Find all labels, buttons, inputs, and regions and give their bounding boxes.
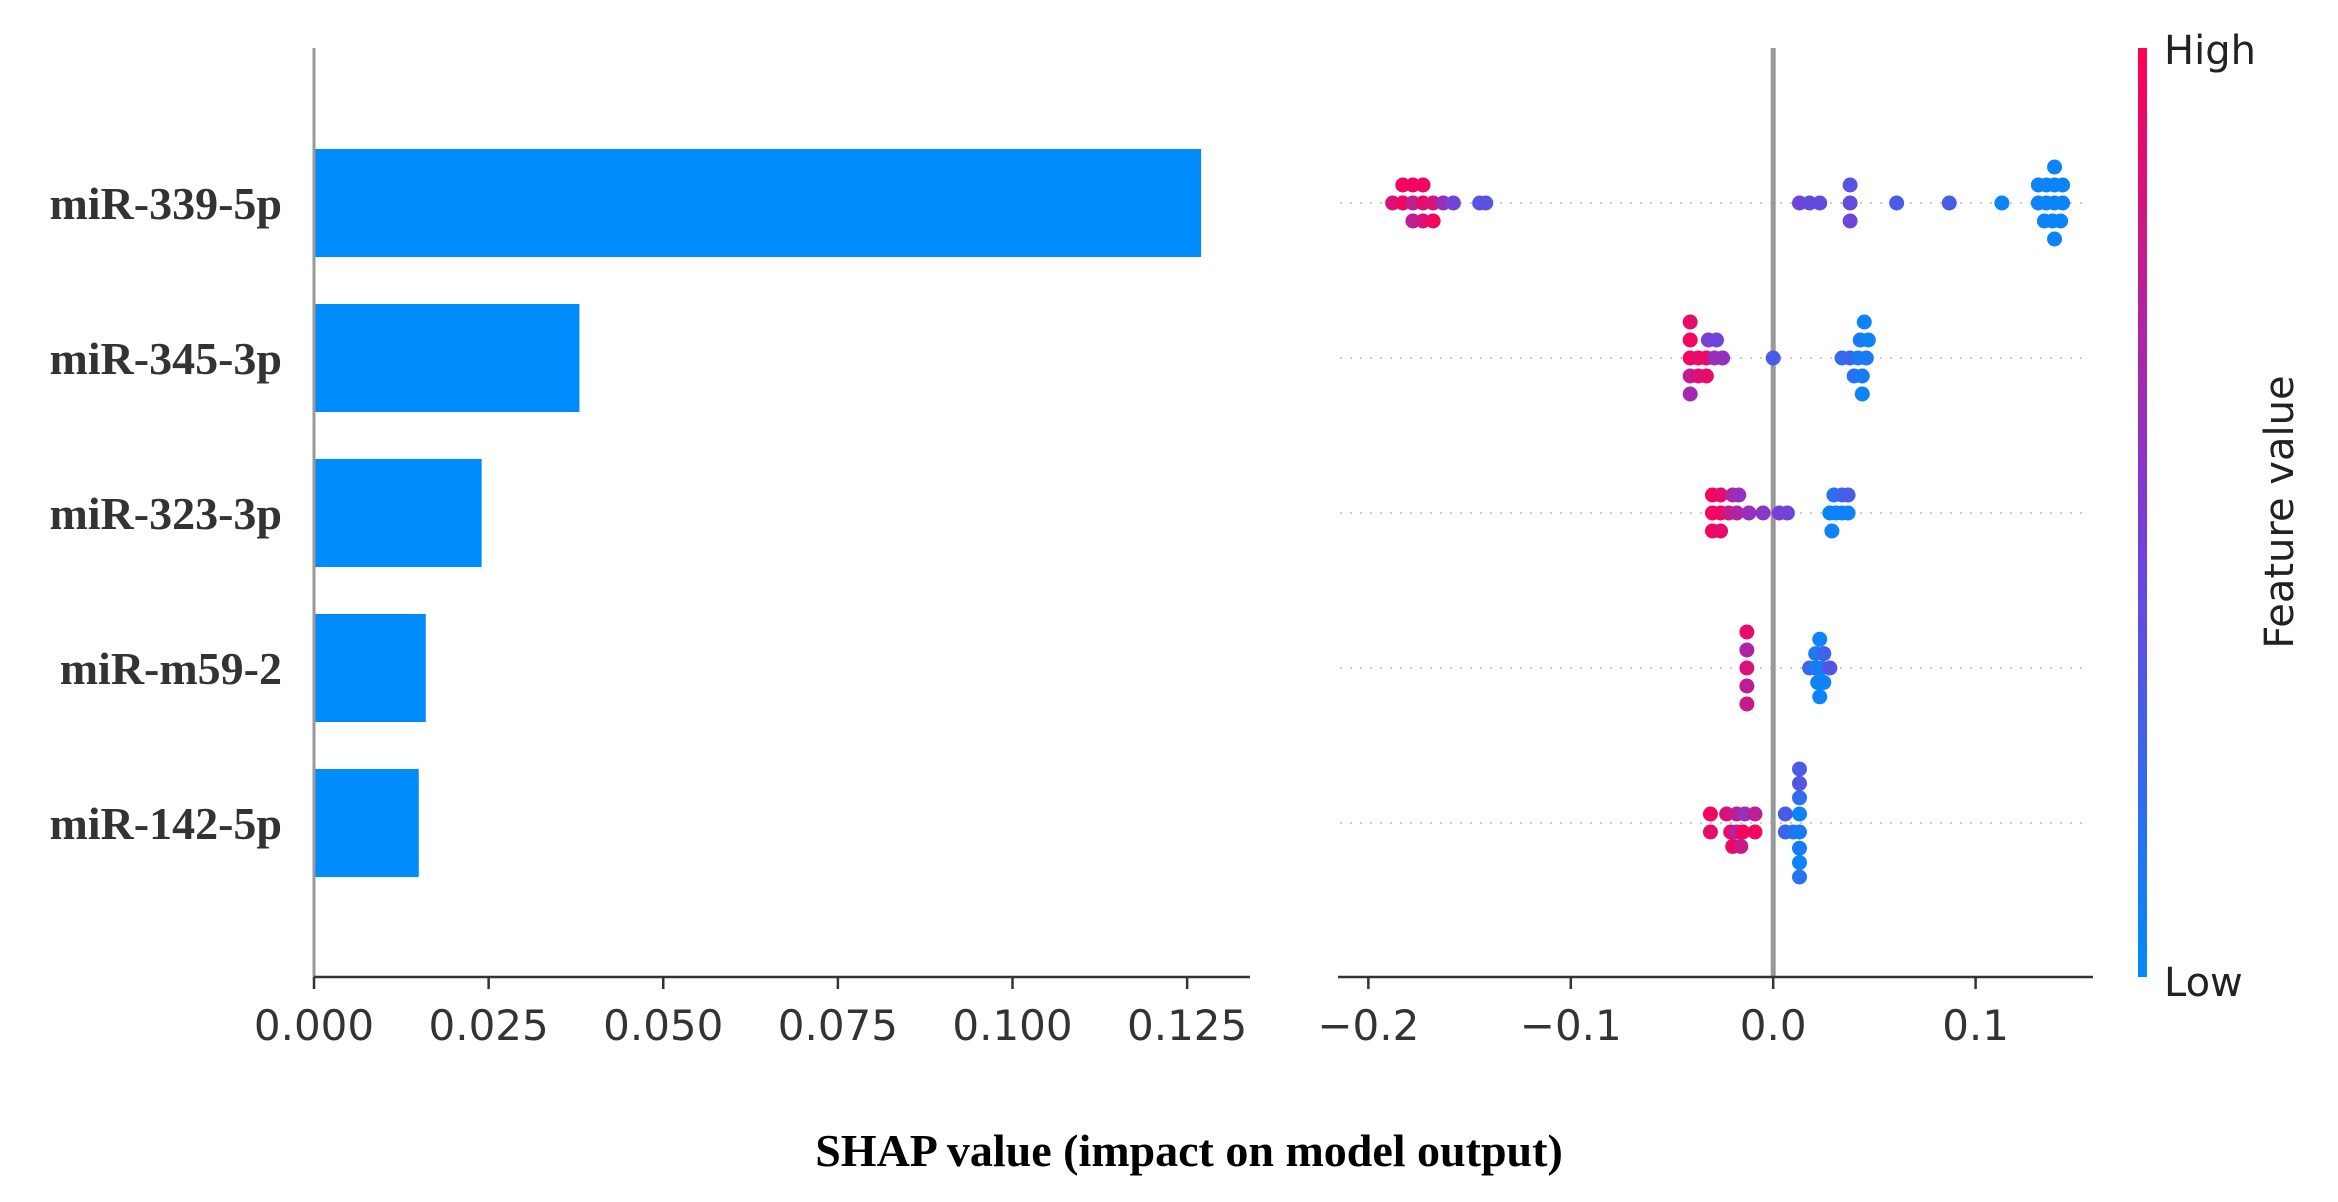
shap-point bbox=[1702, 824, 1718, 840]
shap-point bbox=[1812, 195, 1828, 211]
shap-point bbox=[2053, 213, 2069, 229]
shap-point bbox=[1840, 505, 1856, 521]
feature-label: miR-345-3p bbox=[49, 333, 282, 384]
shap-point bbox=[1842, 177, 1858, 193]
shap-point bbox=[1856, 314, 1872, 330]
shap-point bbox=[1478, 195, 1494, 211]
shap-point bbox=[1792, 869, 1808, 885]
shap-point bbox=[1739, 642, 1755, 658]
shap-point bbox=[1739, 624, 1755, 640]
shap-point bbox=[1709, 332, 1725, 348]
shap-point bbox=[1682, 314, 1698, 330]
colorbar-title: Feature value bbox=[2257, 375, 2303, 648]
colorbar-gradient bbox=[2138, 48, 2147, 977]
shap-point bbox=[1765, 350, 1781, 366]
shap-point bbox=[1792, 824, 1808, 840]
shap-point bbox=[1425, 213, 1441, 229]
x-tick-label: −0.2 bbox=[1317, 1001, 1419, 1050]
bar bbox=[314, 304, 580, 412]
shap-point bbox=[1860, 332, 1876, 348]
x-tick-label: −0.1 bbox=[1520, 1001, 1622, 1050]
shap-point bbox=[1713, 487, 1729, 503]
shap-point bbox=[1816, 646, 1832, 662]
shap-point bbox=[1735, 824, 1751, 840]
shap-point bbox=[1777, 806, 1793, 822]
bar bbox=[314, 614, 426, 722]
x-axis-label: SHAP value (impact on model output) bbox=[815, 1125, 1563, 1176]
bar bbox=[314, 459, 482, 567]
bar-panel: miR-339-5p miR-345-3p miR-323-3p miR-m59-2 m… bbox=[49, 48, 1250, 1050]
x-tick-label: 0.025 bbox=[429, 1001, 549, 1050]
shap-point bbox=[1792, 806, 1808, 822]
bars bbox=[314, 149, 1202, 877]
shap-point bbox=[1747, 824, 1763, 840]
shap-point bbox=[1994, 195, 2010, 211]
bar-panel-x-ticks: 0.000 0.025 0.050 0.075 0.100 0.125 bbox=[254, 977, 1247, 1050]
colorbar: High Low Feature value bbox=[2138, 28, 2303, 1006]
shap-point bbox=[1731, 487, 1747, 503]
shap-point bbox=[1739, 678, 1755, 694]
shap-point bbox=[1682, 332, 1698, 348]
x-tick-label: 0.0 bbox=[1740, 1001, 1807, 1050]
shap-point bbox=[1733, 838, 1749, 854]
shap-point bbox=[2047, 231, 2063, 247]
row-guides bbox=[1340, 202, 2085, 824]
shap-point bbox=[1822, 660, 1838, 676]
shap-point bbox=[1715, 350, 1731, 366]
shap-point bbox=[2055, 177, 2071, 193]
shap-point bbox=[1682, 386, 1698, 402]
beeswarm-dots bbox=[1385, 159, 2071, 885]
x-tick-label: 0.000 bbox=[254, 1001, 374, 1050]
colorbar-low-label: Low bbox=[2164, 960, 2243, 1006]
feature-label: miR-m59-2 bbox=[60, 643, 282, 694]
shap-point bbox=[1824, 523, 1840, 539]
shap-point bbox=[1792, 775, 1808, 791]
shap-point bbox=[1812, 689, 1828, 705]
shap-point bbox=[1415, 177, 1431, 193]
beeswarm-panel: −0.2 −0.1 0.0 0.1 bbox=[1317, 48, 2093, 1050]
shap-point bbox=[1729, 505, 1745, 521]
shap-point bbox=[1741, 505, 1757, 521]
shap-point bbox=[1739, 696, 1755, 712]
shap-point bbox=[1445, 195, 1461, 211]
shap-point bbox=[1755, 505, 1771, 521]
shap-point bbox=[1792, 761, 1808, 777]
feature-label: miR-339-5p bbox=[49, 178, 282, 229]
shap-point bbox=[1792, 840, 1808, 856]
shap-point bbox=[1747, 806, 1763, 822]
feature-labels: miR-339-5p miR-345-3p miR-323-3p miR-m59-2 m… bbox=[49, 178, 282, 849]
shap-point bbox=[1842, 213, 1858, 229]
x-tick-label: 0.075 bbox=[778, 1001, 898, 1050]
shap-point bbox=[1779, 505, 1795, 521]
shap-point bbox=[1842, 195, 1858, 211]
shap-point bbox=[1792, 855, 1808, 871]
shap-point bbox=[1840, 487, 1856, 503]
shap-point bbox=[1792, 790, 1808, 806]
shap-point bbox=[1812, 631, 1828, 647]
beeswarm-x-ticks: −0.2 −0.1 0.0 0.1 bbox=[1317, 977, 2009, 1050]
shap-point bbox=[1858, 350, 1874, 366]
shap-point bbox=[1739, 660, 1755, 676]
shap-point bbox=[1698, 368, 1714, 384]
shap-point bbox=[1713, 523, 1729, 539]
shap-point bbox=[1816, 674, 1832, 690]
shap-point bbox=[1854, 386, 1870, 402]
feature-label: miR-142-5p bbox=[49, 798, 282, 849]
x-tick-label: 0.125 bbox=[1127, 1001, 1247, 1050]
shap-point bbox=[2055, 195, 2071, 211]
shap-point bbox=[2047, 159, 2063, 175]
shap-point bbox=[1702, 806, 1718, 822]
bar bbox=[314, 149, 1202, 257]
colorbar-high-label: High bbox=[2164, 28, 2256, 74]
shap-point bbox=[1941, 195, 1957, 211]
feature-label: miR-323-3p bbox=[49, 488, 282, 539]
shap-point bbox=[1854, 368, 1870, 384]
x-tick-label: 0.050 bbox=[603, 1001, 723, 1050]
x-tick-label: 0.1 bbox=[1942, 1001, 2009, 1050]
bar bbox=[314, 769, 419, 877]
x-tick-label: 0.100 bbox=[952, 1001, 1072, 1050]
shap-point bbox=[1889, 195, 1905, 211]
